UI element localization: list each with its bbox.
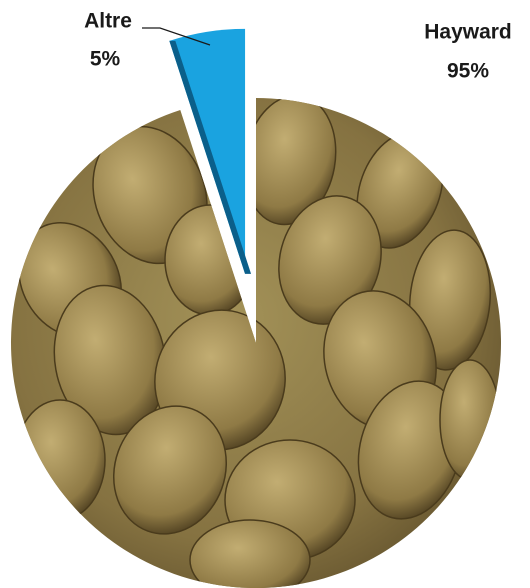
kiwi-fruit bbox=[189, 519, 311, 588]
kiwi-fruit bbox=[439, 359, 501, 481]
kiwi-fruit bbox=[278, 195, 382, 325]
slice-label: Hayward bbox=[424, 21, 512, 44]
slice-value-label: 5% bbox=[90, 48, 121, 71]
slice-edge bbox=[169, 40, 252, 274]
slice-label: Altre bbox=[84, 10, 132, 33]
texture bbox=[14, 98, 501, 588]
kiwi-fruit bbox=[14, 399, 106, 521]
kiwi-fruit bbox=[112, 405, 228, 535]
leader-line bbox=[142, 27, 211, 46]
slice-value-label: 95% bbox=[447, 60, 489, 83]
